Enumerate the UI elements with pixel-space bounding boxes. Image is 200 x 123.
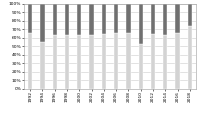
Bar <box>28 33 32 89</box>
Bar <box>175 33 180 89</box>
Bar <box>151 34 155 89</box>
Bar <box>65 4 69 35</box>
Bar <box>40 42 45 89</box>
Bar <box>126 4 131 33</box>
Bar <box>163 4 167 35</box>
Bar <box>53 35 57 89</box>
Bar <box>188 4 192 26</box>
Bar <box>188 26 192 89</box>
Bar <box>28 4 32 33</box>
Bar <box>114 4 118 33</box>
Bar <box>139 4 143 44</box>
Bar <box>65 35 69 89</box>
Bar <box>40 4 45 42</box>
Bar <box>89 35 94 89</box>
Bar <box>102 34 106 89</box>
Bar <box>89 4 94 35</box>
Bar <box>114 33 118 89</box>
Bar <box>77 4 81 35</box>
Bar <box>77 35 81 89</box>
Bar <box>163 35 167 89</box>
Bar <box>53 4 57 35</box>
Bar <box>151 4 155 34</box>
Bar <box>175 4 180 33</box>
Bar <box>102 4 106 34</box>
Bar <box>139 44 143 89</box>
Bar <box>126 33 131 89</box>
